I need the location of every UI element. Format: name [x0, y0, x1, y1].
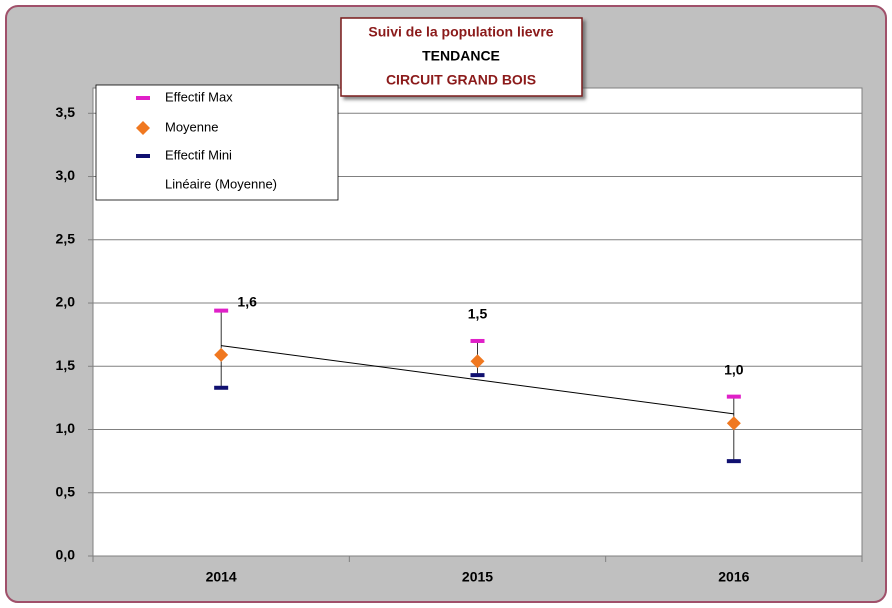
- y-tick-label: 1,0: [56, 420, 76, 436]
- data-label: 1,0: [724, 361, 744, 377]
- trendline: [221, 345, 734, 415]
- legend-marker: [136, 96, 150, 100]
- chart-subtitle: TENDANCE: [422, 48, 500, 64]
- diamond-marker: [214, 347, 229, 362]
- legend-box: [95, 84, 339, 201]
- legend-marker: [136, 154, 150, 158]
- title-box: [340, 17, 583, 97]
- legend-label: Linéaire (Moyenne): [165, 176, 277, 191]
- x-tick-label: 2015: [462, 569, 493, 585]
- dash-marker: [470, 338, 485, 343]
- dash-marker: [214, 385, 229, 390]
- y-tick-label: 0,0: [56, 547, 76, 563]
- diamond-marker: [726, 416, 741, 431]
- y-tick-label: 2,0: [56, 294, 76, 310]
- y-tick-label: 1,5: [56, 357, 76, 373]
- legend-marker: [136, 121, 150, 135]
- dash-marker: [726, 459, 741, 464]
- data-label: 1,5: [468, 306, 488, 322]
- y-tick-label: 3,5: [56, 104, 76, 120]
- legend-label: Effectif Max: [165, 89, 233, 104]
- chart-title: Suivi de la population lievre: [368, 24, 553, 40]
- y-tick-label: 3,0: [56, 167, 76, 183]
- chart-subtitle: CIRCUIT GRAND BOIS: [386, 72, 536, 88]
- y-tick-label: 0,5: [56, 483, 76, 499]
- legend-label: Moyenne: [165, 119, 218, 134]
- x-tick-label: 2014: [206, 569, 237, 585]
- data-label: 1,6: [237, 293, 257, 309]
- dash-marker: [214, 308, 229, 313]
- diamond-marker: [470, 354, 485, 369]
- x-tick-label: 2016: [718, 569, 749, 585]
- y-tick-label: 2,5: [56, 230, 76, 246]
- dash-marker: [470, 373, 485, 378]
- dash-marker: [726, 394, 741, 399]
- legend-label: Effectif Mini: [165, 147, 232, 162]
